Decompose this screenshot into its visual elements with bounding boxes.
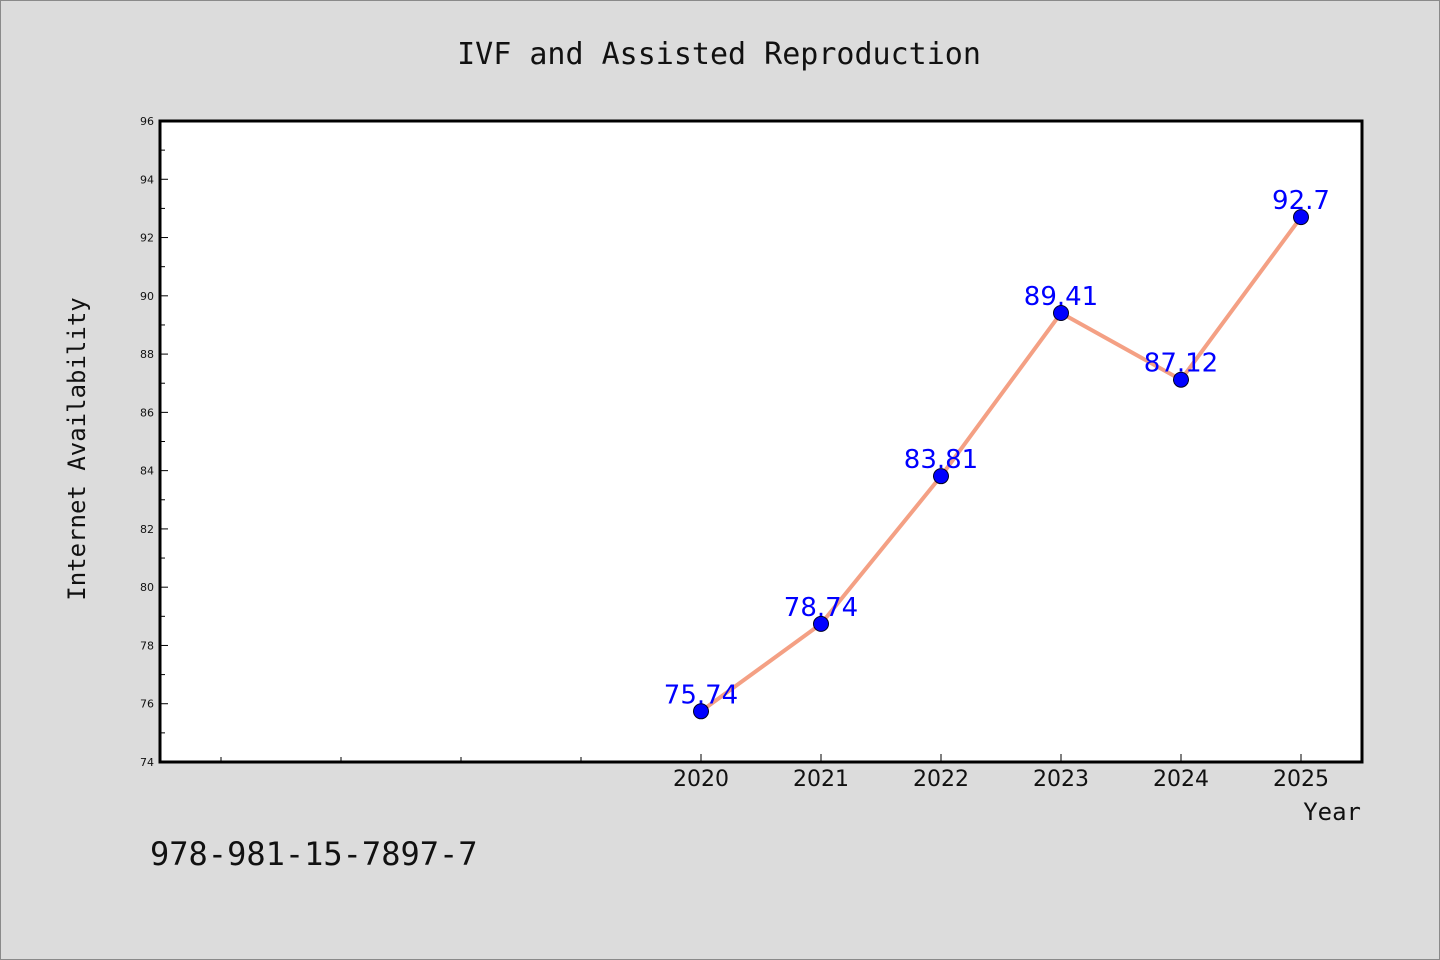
data-label: 83.81 [904,445,978,475]
y-tick-label: 74 [140,756,154,769]
data-point [813,615,829,632]
data-point [1293,209,1309,226]
data-point [1053,305,1069,322]
y-tick-label: 90 [140,290,154,303]
x-tick-label: 2022 [913,767,969,792]
x-tick-label: 2023 [1033,767,1089,792]
series-layer: 75.74 78.74 83.81 89.41 87.12 92.7 [664,186,1330,720]
y-tick-label: 78 [140,639,154,652]
data-label: 78.74 [784,593,858,623]
y-tick-label: 84 [140,465,154,478]
x-axis: 2020 2021 2022 2023 2024 2025 [220,754,1329,792]
x-tick-label: 2025 [1273,767,1329,792]
y-tick-label: 76 [140,698,154,711]
data-label: 89.41 [1024,282,1098,312]
plot-area [158,119,1364,764]
y-tick-label: 96 [140,115,154,128]
y-tick-label: 82 [140,523,154,536]
chart-title: IVF and Assisted Reproduction [457,37,981,72]
x-tick-label: 2021 [793,767,849,792]
series-line [699,215,1303,714]
y-axis-label: Internet Availability [63,297,91,600]
y-tick-label: 86 [140,406,154,419]
y-tick-label: 94 [140,173,154,186]
y-tick-label: 80 [140,581,154,594]
data-label: 87.12 [1144,349,1218,379]
y-tick-label: 88 [140,348,154,361]
isbn-note: 978-981-15-7897-7 [150,835,478,873]
data-point [933,468,949,485]
y-axis: 74 76 78 80 82 84 86 88 90 92 94 96 [140,115,168,769]
data-point [1173,371,1189,388]
y-tick-label: 92 [140,232,154,245]
x-axis-label: Year [1303,798,1361,826]
x-tick-label: 2020 [673,767,729,792]
data-label: 75.74 [664,680,738,710]
data-label: 92.7 [1272,186,1330,216]
x-tick-label: 2024 [1153,767,1209,792]
data-point [693,703,709,720]
